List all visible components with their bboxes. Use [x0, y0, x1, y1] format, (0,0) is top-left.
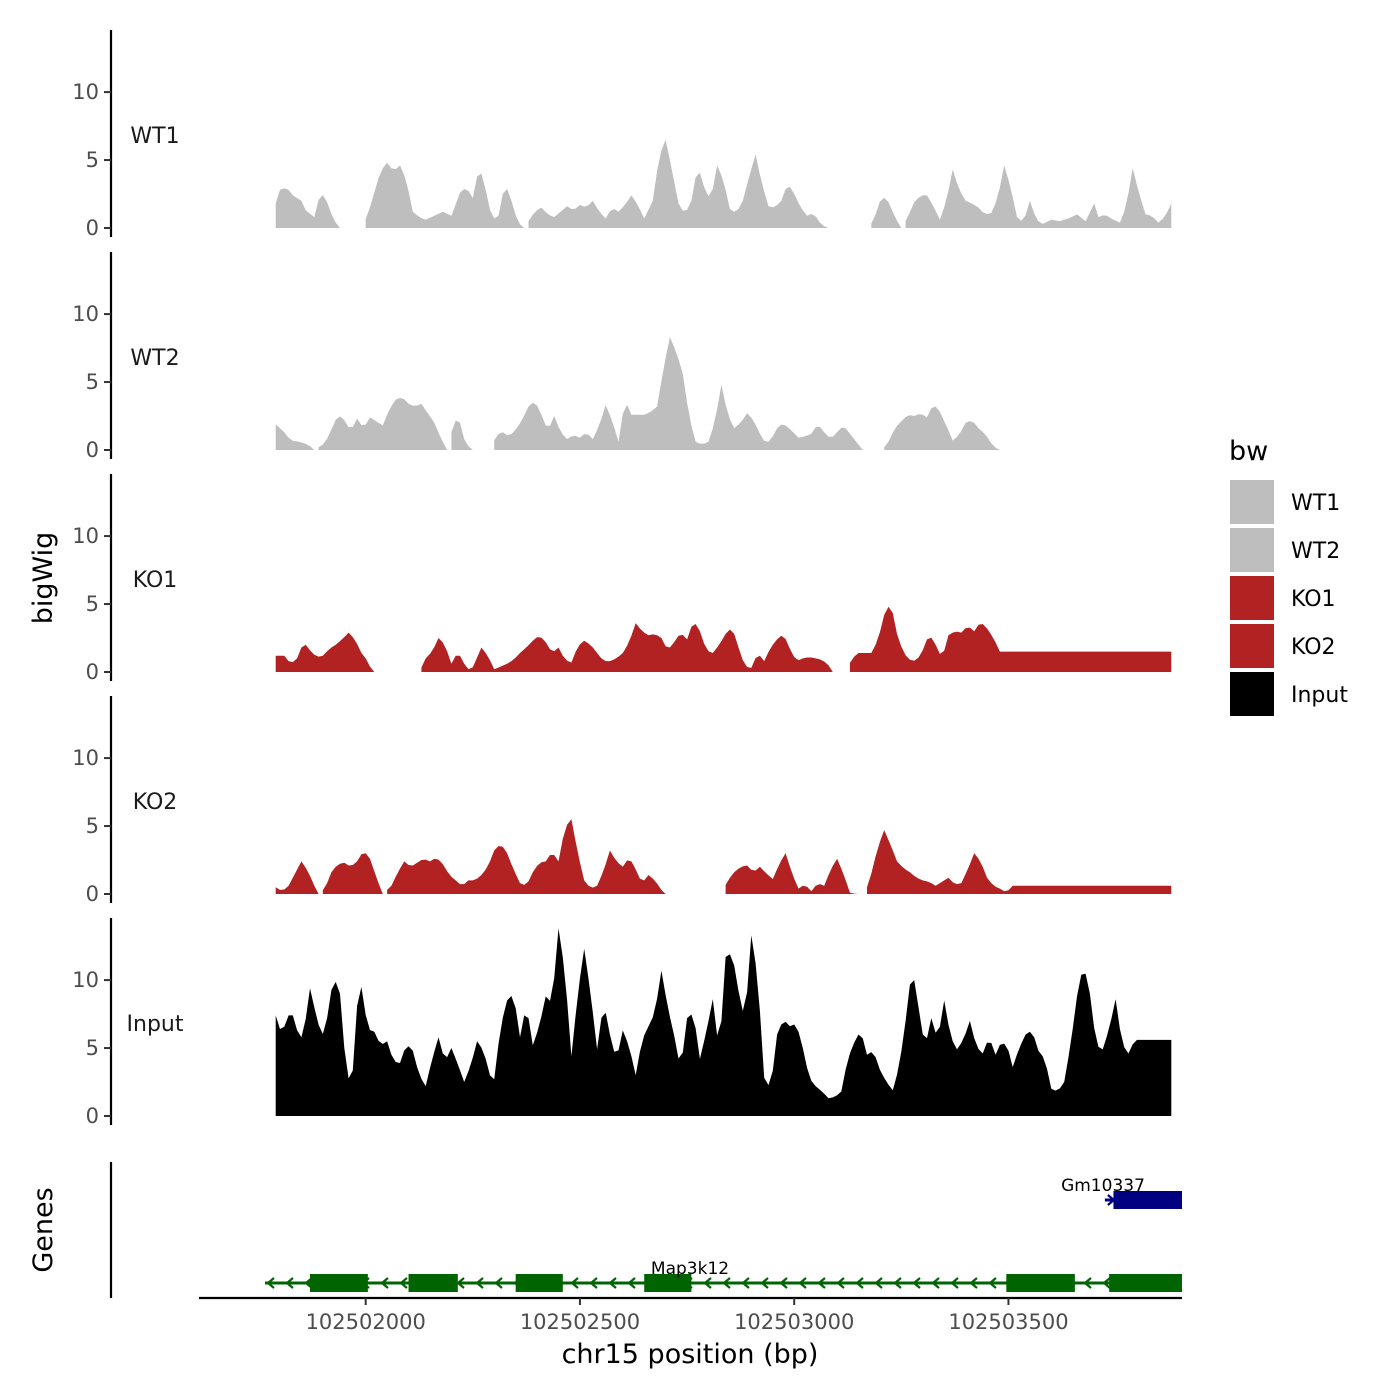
strand-arrow — [817, 1277, 826, 1289]
gene-map3k12: Map3k12 — [264, 1259, 1182, 1292]
y-tick-label: 10 — [72, 302, 99, 326]
strand-arrow — [950, 1277, 959, 1289]
legend-swatch-ko2 — [1230, 624, 1274, 668]
y-tick-label: 0 — [86, 216, 99, 240]
strand-arrow — [380, 1277, 389, 1289]
x-axis-title: chr15 position (bp) — [562, 1339, 819, 1370]
x-axis: 102502000 102502500 102503000 102503500 — [199, 1296, 1182, 1334]
signal-area-wt1 — [275, 139, 1172, 228]
signal-area-ko1 — [275, 606, 1172, 672]
y-tick-label: 5 — [86, 592, 99, 616]
gene-label-gm10337: Gm10337 — [1061, 1176, 1145, 1196]
track-label-wt1: WT1 — [130, 124, 179, 149]
strand-arrow — [589, 1277, 598, 1289]
y-tick-label: 5 — [86, 148, 99, 172]
strand-arrow — [912, 1277, 921, 1289]
signal-area-input — [275, 928, 1172, 1116]
strand-arrow — [399, 1277, 408, 1289]
gene-gm10337: Gm10337 — [1061, 1176, 1182, 1209]
track-label-input: Input — [127, 1012, 184, 1037]
x-tick-label: 102502000 — [306, 1310, 426, 1334]
strand-arrow — [1083, 1277, 1092, 1289]
x-tick-label: 102502500 — [520, 1310, 640, 1334]
y-tick-label: 5 — [86, 370, 99, 394]
strand-arrow — [969, 1277, 978, 1289]
legend-label-ko2: KO2 — [1291, 635, 1336, 660]
strand-arrow — [741, 1277, 750, 1289]
track-panel-ko2: 0 5 10 KO2 — [72, 696, 1172, 906]
y-tick-label: 10 — [72, 746, 99, 770]
exon — [1006, 1274, 1075, 1292]
legend: bw WT1 WT2 KO1 KO2 Input — [1229, 436, 1348, 716]
strand-arrow — [570, 1277, 579, 1289]
strand-arrow — [703, 1277, 712, 1289]
track-label-ko2: KO2 — [133, 790, 178, 815]
exon — [644, 1274, 692, 1292]
genes-axis-title: Genes — [28, 1187, 59, 1272]
exon — [1113, 1191, 1182, 1209]
strand-arrow — [1102, 1277, 1111, 1289]
exon — [1109, 1274, 1182, 1292]
y-tick-label: 10 — [72, 968, 99, 992]
gene-track: Map3k12 Gm10337 — [109, 1162, 1182, 1298]
gene-label-map3k12: Map3k12 — [651, 1259, 729, 1279]
strand-arrow — [836, 1277, 845, 1289]
strand-arrow — [722, 1277, 731, 1289]
y-tick-label: 0 — [86, 1104, 99, 1128]
signal-tracks: 0 5 10 WT1 0 5 10 WT2 0 5 10 KO1 0 5 10 KO2 0 5 10 Input — [72, 30, 1172, 1128]
legend-title: bw — [1229, 436, 1268, 467]
y-tick-label: 0 — [86, 438, 99, 462]
legend-label-wt1: WT1 — [1291, 491, 1340, 516]
x-tick-label: 102503500 — [948, 1310, 1068, 1334]
legend-swatch-wt1 — [1230, 480, 1274, 524]
strand-arrow — [874, 1277, 883, 1289]
strand-arrow — [285, 1277, 294, 1289]
strand-arrow — [494, 1277, 503, 1289]
exon — [309, 1274, 368, 1292]
legend-swatch-wt2 — [1230, 528, 1274, 572]
strand-arrow — [779, 1277, 788, 1289]
signal-area-wt2 — [275, 337, 1000, 450]
strand-arrow — [760, 1277, 769, 1289]
y-tick-label: 0 — [86, 882, 99, 906]
legend-label-input: Input — [1291, 683, 1348, 708]
strand-arrow — [266, 1277, 275, 1289]
exon — [408, 1274, 458, 1292]
track-label-wt2: WT2 — [130, 346, 179, 371]
track-panel-ko1: 0 5 10 KO1 — [72, 474, 1172, 684]
legend-swatch-ko1 — [1230, 576, 1274, 620]
y-tick-label: 10 — [72, 80, 99, 104]
strand-arrow — [456, 1277, 465, 1289]
signal-area-ko2 — [275, 819, 1172, 894]
track-panel-input: 0 5 10 Input — [72, 918, 1172, 1128]
strand-arrow — [931, 1277, 940, 1289]
strand-arrow — [893, 1277, 902, 1289]
strand-arrow — [988, 1277, 997, 1289]
y-axis-title: bigWig — [28, 532, 59, 625]
track-panel-wt2: 0 5 10 WT2 — [72, 252, 1000, 462]
track-panel-wt1: 0 5 10 WT1 — [72, 30, 1172, 240]
strand-arrow — [627, 1277, 636, 1289]
strand-arrow — [475, 1277, 484, 1289]
y-tick-label: 5 — [86, 814, 99, 838]
legend-label-wt2: WT2 — [1291, 539, 1340, 564]
x-tick-label: 102503000 — [734, 1310, 854, 1334]
legend-label-ko1: KO1 — [1291, 587, 1336, 612]
strand-arrow — [855, 1277, 864, 1289]
exon — [515, 1274, 563, 1292]
legend-swatch-input — [1230, 672, 1274, 716]
y-tick-label: 5 — [86, 1036, 99, 1060]
y-tick-label: 0 — [86, 660, 99, 684]
y-tick-label: 10 — [72, 524, 99, 548]
track-label-ko1: KO1 — [133, 568, 178, 593]
strand-arrow — [608, 1277, 617, 1289]
strand-arrow — [798, 1277, 807, 1289]
